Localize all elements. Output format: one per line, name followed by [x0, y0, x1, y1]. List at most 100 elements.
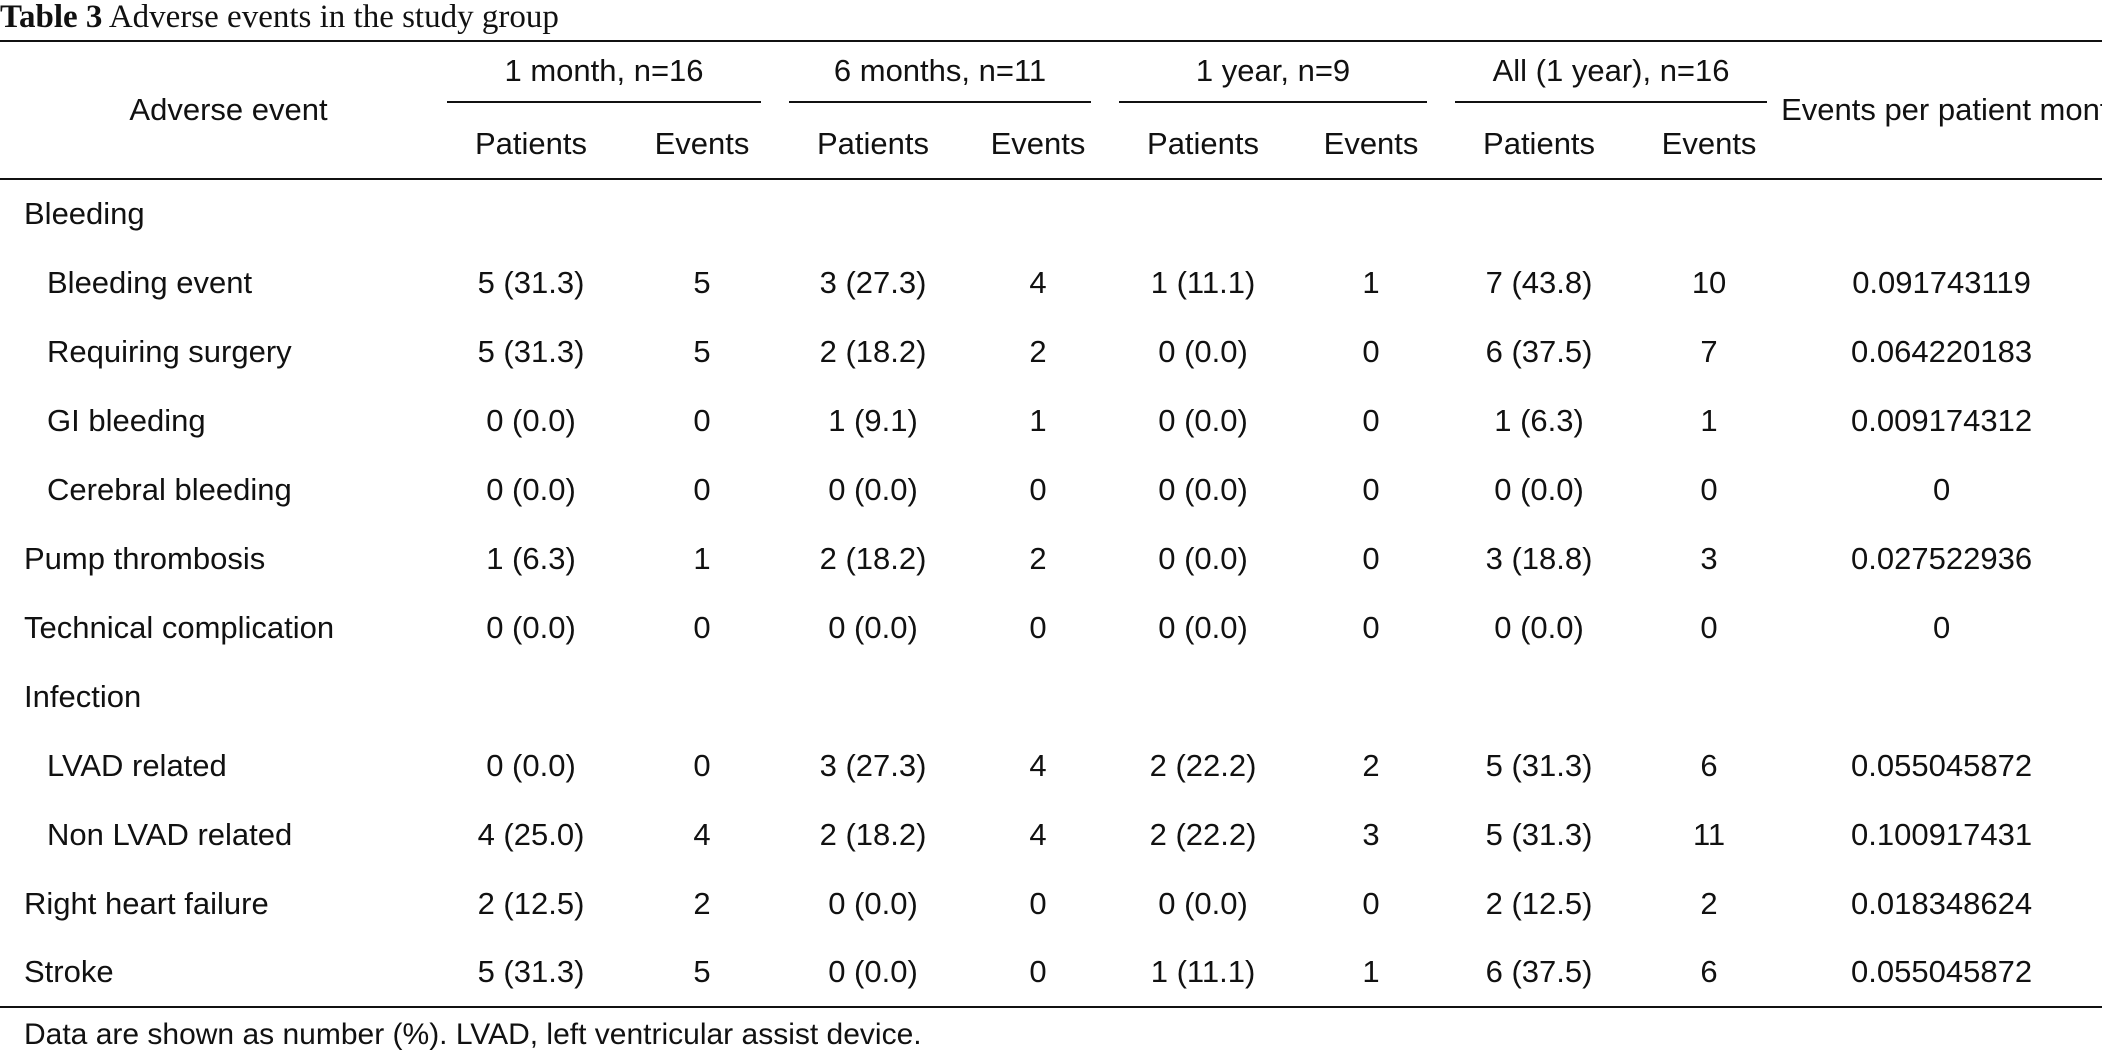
table-cell: 2 (12.5) — [1485, 885, 1593, 921]
row-label: Stroke — [24, 954, 114, 989]
table-cell: 0 — [693, 747, 711, 783]
table-cell: 1 — [693, 540, 711, 576]
table-cell — [433, 662, 629, 731]
row-label: Infection — [24, 678, 142, 714]
table-cell: 3 (27.3) — [819, 264, 927, 300]
table-row: Bleeding — [0, 179, 2102, 248]
table-cell: 0.055045872 — [1851, 954, 2033, 989]
sub-header-events: Events — [654, 126, 750, 161]
table-cell: 1 — [1362, 954, 1380, 989]
table-cell: 3 — [1362, 816, 1380, 852]
row-label: Non LVAD related — [47, 816, 293, 852]
table-cell: 0 (0.0) — [486, 402, 576, 438]
table-cell: 5 — [693, 954, 711, 989]
table-cell: 0 (0.0) — [1158, 885, 1248, 921]
table-cell: 0 — [1362, 609, 1380, 645]
group-header-6-months: 6 months, n=11 — [775, 41, 1105, 110]
row-label: LVAD related — [47, 747, 227, 783]
table-cell: 2 — [1362, 747, 1380, 783]
table-cell: 5 — [693, 264, 711, 300]
row-label: Bleeding event — [47, 264, 253, 300]
table-row: Technical complication 0 (0.0) 0 0 (0.0) 0 0 … — [0, 593, 2102, 662]
table-cell — [1781, 179, 2102, 248]
group-header-label: All (1 year), n=16 — [1455, 49, 1768, 103]
table-cell: 4 (25.0) — [477, 816, 585, 852]
table-cell: 0 — [1362, 333, 1380, 369]
table-cell: 0 (0.0) — [828, 954, 918, 989]
table-cell: 10 — [1691, 264, 1727, 300]
table-cell: 5 (31.3) — [1485, 747, 1593, 783]
table-cell: 2 — [1029, 333, 1047, 369]
table-row: Stroke 5 (31.3) 5 0 (0.0) 0 1 (11.1) 1 6 (37.5)… — [0, 938, 2102, 1007]
row-label: Right heart failure — [24, 885, 269, 921]
table-caption: Adverse events in the study group — [108, 0, 559, 35]
table-cell: 1 (9.1) — [828, 402, 918, 438]
table-cell: 5 — [693, 333, 711, 369]
table-cell: 0 (0.0) — [828, 471, 918, 507]
table-row: Right heart failure 2 (12.5) 2 0 (0.0) 0 0 (0… — [0, 869, 2102, 938]
table-cell: 0 (0.0) — [1494, 609, 1584, 645]
table-cell: 2 (18.2) — [819, 540, 927, 576]
table-cell: 0.018348624 — [1851, 885, 2033, 921]
table-cell: 0 — [693, 402, 711, 438]
table-body: Bleeding Bleeding event 5 (31.3) 5 3 (27.3) 4… — [0, 179, 2102, 1007]
table-cell: 2 (18.2) — [819, 816, 927, 852]
table-cell: 0 (0.0) — [1158, 540, 1248, 576]
table-cell: 2 (22.2) — [1149, 816, 1257, 852]
table-cell: 0.064220183 — [1851, 333, 2033, 369]
table-cell: 1 (11.1) — [1150, 954, 1256, 989]
table-cell: 6 — [1700, 747, 1718, 783]
table-cell: 1 — [1700, 402, 1718, 438]
table-cell: 0.100917431 — [1851, 816, 2033, 852]
table-cell: 0.027522936 — [1851, 540, 2033, 576]
table-cell: 4 — [1029, 816, 1047, 852]
table-cell: 4 — [693, 816, 711, 852]
table-cell: 0 — [693, 609, 711, 645]
row-label: Cerebral bleeding — [47, 471, 292, 507]
table-cell — [433, 179, 629, 248]
table-cell: 0 — [1932, 471, 1951, 507]
table-cell: 1 — [1362, 264, 1380, 300]
group-header-label: 1 year, n=9 — [1119, 49, 1428, 103]
table-cell: 0.009174312 — [1851, 402, 2033, 438]
row-label: Pump thrombosis — [24, 540, 266, 576]
table-cell: 6 (37.5) — [1485, 333, 1593, 369]
table-cell: 5 (31.3) — [477, 264, 585, 300]
row-label: Bleeding — [24, 196, 145, 231]
sub-header-events: Events — [1323, 126, 1419, 161]
table-cell: 0 — [1700, 609, 1718, 645]
table-cell: 1 (11.1) — [1150, 264, 1256, 300]
table-cell: 0 — [1362, 471, 1380, 507]
table-cell — [629, 662, 775, 731]
table-cell: 0 — [1362, 402, 1380, 438]
table-cell: 1 (6.3) — [1494, 402, 1584, 438]
table-cell: 0 (0.0) — [1158, 471, 1248, 507]
table-cell: 0 (0.0) — [486, 471, 576, 507]
table-cell — [971, 662, 1105, 731]
table-header: Adverse event 1 month, n=16 6 months, n=… — [0, 41, 2102, 179]
table-cell: 5 (31.3) — [1485, 816, 1593, 852]
table-cell: 3 (18.8) — [1485, 540, 1593, 576]
group-header-label: 6 months, n=11 — [789, 49, 1092, 103]
sub-header-patients: Patients — [1147, 126, 1260, 161]
table-cell — [1301, 662, 1441, 731]
table-cell: 0 — [1700, 471, 1718, 507]
adverse-events-table: Adverse event 1 month, n=16 6 months, n=… — [0, 40, 2102, 1008]
table-cell: 0 (0.0) — [1158, 333, 1248, 369]
table-cell: 0 — [1029, 954, 1047, 989]
table-cell — [1105, 662, 1301, 731]
table-footnote: Data are shown as number (%). LVAD, left… — [24, 1018, 922, 1051]
table-cell — [971, 179, 1105, 248]
table-row: Non LVAD related 4 (25.0) 4 2 (18.2) 4 2 (22.… — [0, 800, 2102, 869]
table-cell: 0 (0.0) — [1494, 471, 1584, 507]
table-cell: 0 (0.0) — [828, 885, 918, 921]
table-cell — [1441, 179, 1637, 248]
table-cell: 0 — [1362, 540, 1380, 576]
table-row: GI bleeding 0 (0.0) 0 1 (9.1) 1 0 (0.0) 0 1 (6.… — [0, 386, 2102, 455]
table-cell — [1105, 179, 1301, 248]
table-cell — [1441, 662, 1637, 731]
group-header-1-year: 1 year, n=9 — [1105, 41, 1441, 110]
table-cell: 0.091743119 — [1852, 264, 2031, 300]
table-cell: 3 (27.3) — [819, 747, 927, 783]
sub-header-patients: Patients — [817, 126, 930, 161]
